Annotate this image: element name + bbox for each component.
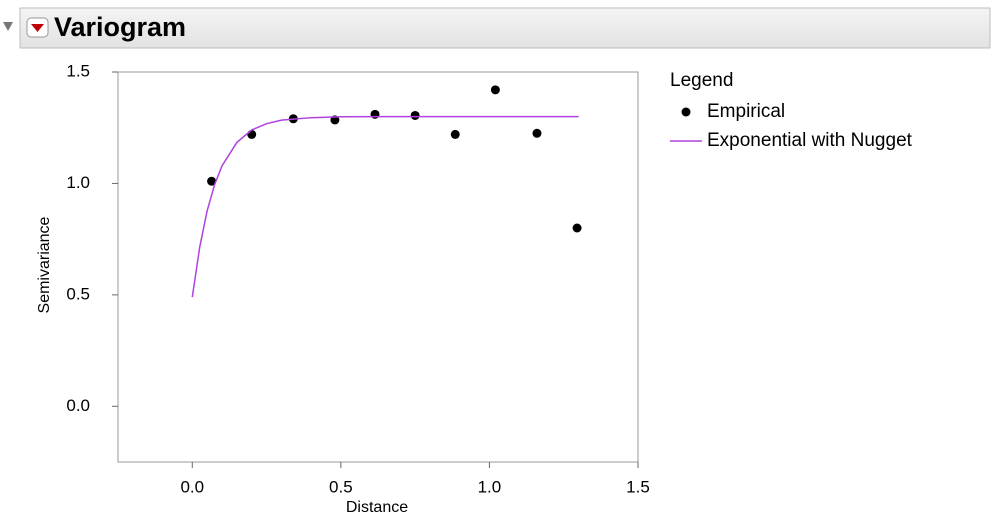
disclosure-toggle[interactable] — [3, 22, 13, 31]
legend-title: Legend — [670, 70, 733, 91]
legend-label: Exponential with Nugget — [707, 130, 913, 151]
data-point — [490, 85, 500, 95]
x-tick-label: 0.0 — [180, 477, 204, 496]
y-tick-label: 0.0 — [66, 396, 90, 415]
panel-title: Variogram — [54, 12, 186, 42]
x-tick-label: 1.0 — [478, 477, 502, 496]
y-tick-label: 0.5 — [66, 284, 90, 303]
data-point — [370, 109, 380, 119]
x-tick-label: 1.5 — [626, 477, 650, 496]
data-point — [410, 110, 420, 120]
red-triangle-menu[interactable] — [26, 17, 49, 38]
y-tick-label: 1.5 — [66, 61, 90, 80]
data-point — [450, 129, 460, 139]
data-point — [247, 129, 257, 139]
data-point — [532, 128, 542, 138]
header-bar — [19, 7, 991, 49]
data-point — [572, 223, 582, 233]
y-axis-label: Semivariance — [36, 216, 53, 313]
y-tick-label: 1.0 — [66, 173, 90, 192]
legend-label: Empirical — [707, 101, 785, 122]
plot-frame — [117, 71, 639, 463]
x-tick-label: 0.5 — [329, 477, 353, 496]
legend-swatch — [681, 107, 691, 117]
data-point — [207, 176, 217, 186]
model-line — [191, 115, 579, 298]
x-axis-label: Distance — [346, 499, 408, 516]
